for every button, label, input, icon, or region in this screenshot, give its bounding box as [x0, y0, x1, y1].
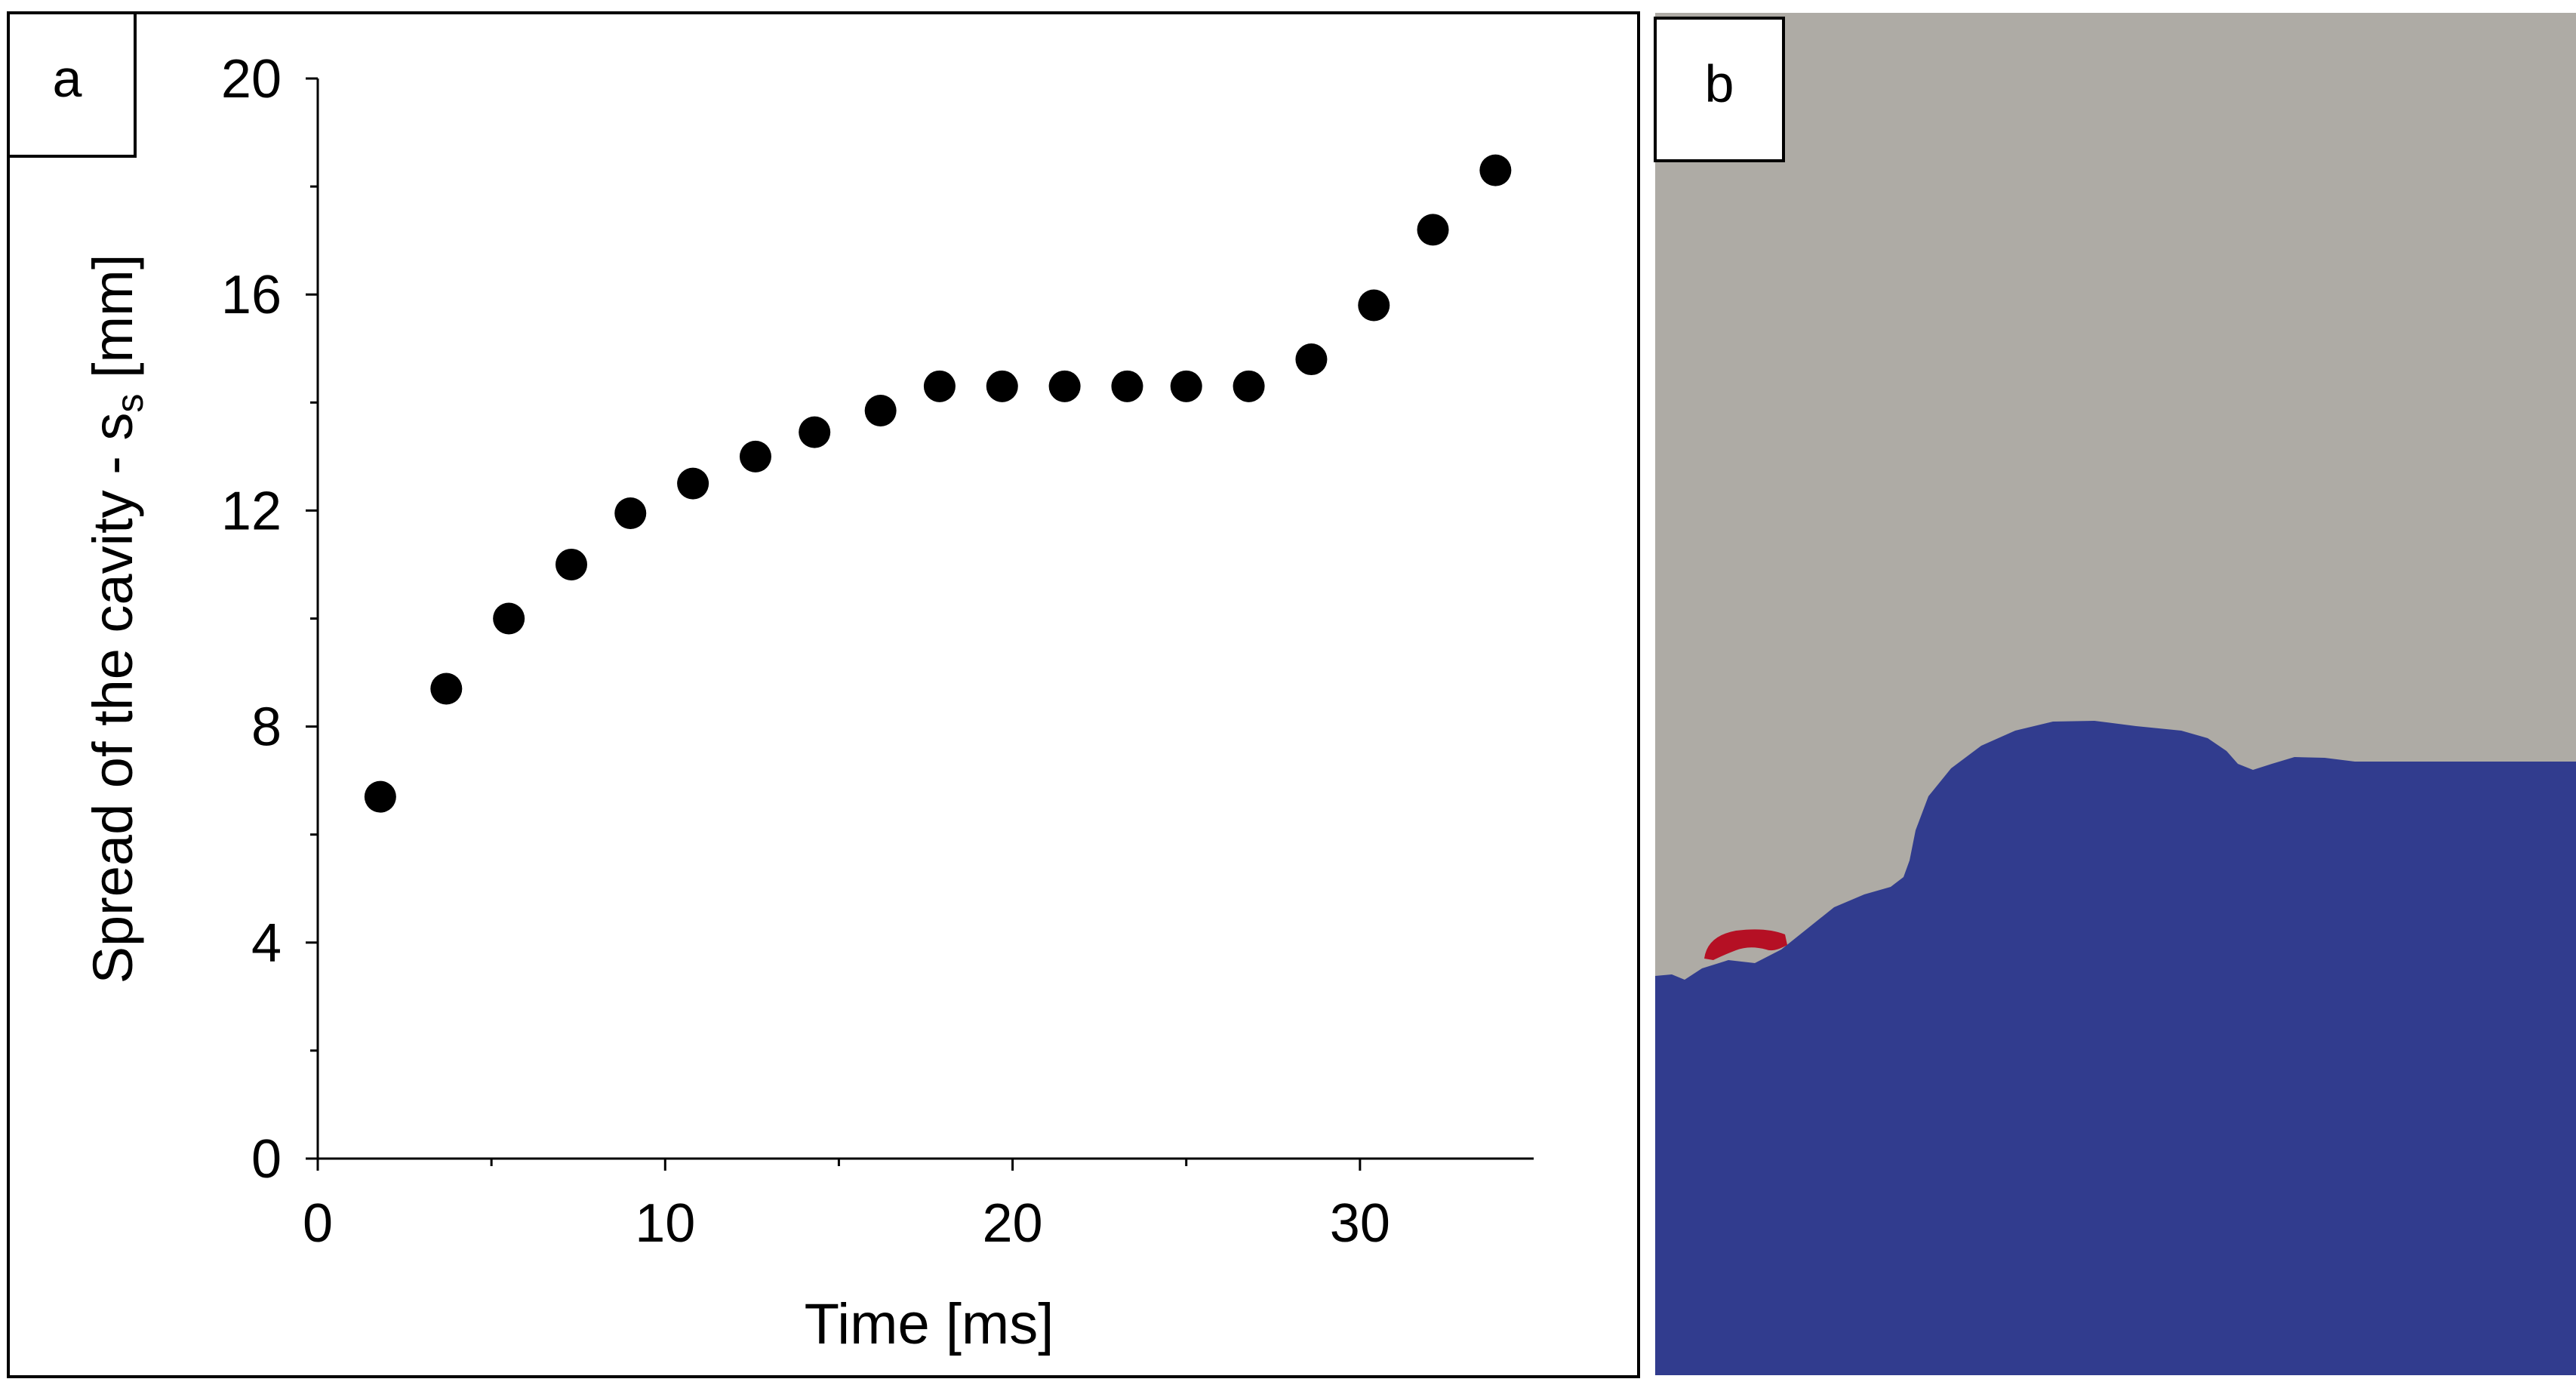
- data-point: [556, 548, 588, 580]
- data-point: [614, 497, 647, 529]
- data-point: [1048, 370, 1081, 402]
- panel-b-label-box: [1654, 17, 1785, 162]
- panel-b-liquid-region: [1655, 721, 2576, 1375]
- y-tick-label: 8: [251, 697, 282, 758]
- data-point: [986, 370, 1018, 402]
- panel-b-red-droplet: [1704, 929, 1787, 960]
- panel-b-label: b: [1705, 54, 1734, 113]
- data-point: [1111, 370, 1143, 402]
- data-point: [1358, 289, 1390, 322]
- x-tick-label: 20: [983, 1193, 1043, 1254]
- panel-a: a 0 4 8 12 16 20 0 10 20 30 Spread of the cavity…: [7, 11, 1640, 1378]
- data-point: [1295, 343, 1328, 376]
- y-tick-label: 20: [221, 49, 282, 109]
- x-axis-label: Time [ms]: [805, 1292, 1054, 1356]
- y-tick-label: 4: [251, 913, 282, 974]
- y-tick-label: 12: [221, 481, 282, 541]
- panel-b: b: [1654, 13, 2576, 1375]
- y-axis-label-suffix: [mm]: [82, 254, 144, 394]
- data-point: [1233, 370, 1265, 402]
- x-tick-label: 0: [303, 1193, 333, 1254]
- panel-a-frame: [7, 11, 1640, 1378]
- data-point: [1479, 154, 1512, 186]
- panel-a-label: a: [53, 49, 82, 108]
- data-point: [799, 416, 831, 448]
- data-point: [364, 780, 396, 813]
- data-point: [739, 440, 771, 472]
- y-tick-label: 16: [221, 265, 282, 325]
- data-point: [1170, 370, 1202, 402]
- y-axis-label-subscript: s: [109, 394, 151, 413]
- panel-a-label-box: [7, 11, 137, 158]
- data-point: [493, 602, 525, 635]
- data-point: [923, 370, 956, 402]
- data-point: [864, 395, 897, 427]
- y-tick-label: 0: [251, 1129, 282, 1190]
- data-point: [430, 673, 463, 705]
- y-ticks: 0 4 8 12 16 20: [221, 49, 318, 1190]
- data-point: [677, 467, 709, 500]
- x-tick-label: 30: [1330, 1193, 1390, 1254]
- x-ticks: 0 10 20 30: [303, 1159, 1390, 1254]
- data-point: [1417, 214, 1449, 246]
- scatter-plot: 0 4 8 12 16 20 0 10 20 30 Spread of the cavity -…: [82, 49, 1534, 1356]
- x-tick-label: 10: [635, 1193, 695, 1254]
- y-axis-label: Spread of the cavity - ss [mm]: [82, 254, 151, 984]
- data-points: [364, 154, 1512, 813]
